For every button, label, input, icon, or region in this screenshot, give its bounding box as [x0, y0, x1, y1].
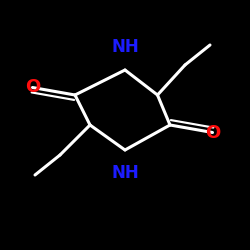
Text: O: O: [25, 78, 40, 96]
Text: NH: NH: [111, 164, 139, 182]
Text: NH: NH: [111, 38, 139, 56]
Text: O: O: [205, 124, 220, 142]
